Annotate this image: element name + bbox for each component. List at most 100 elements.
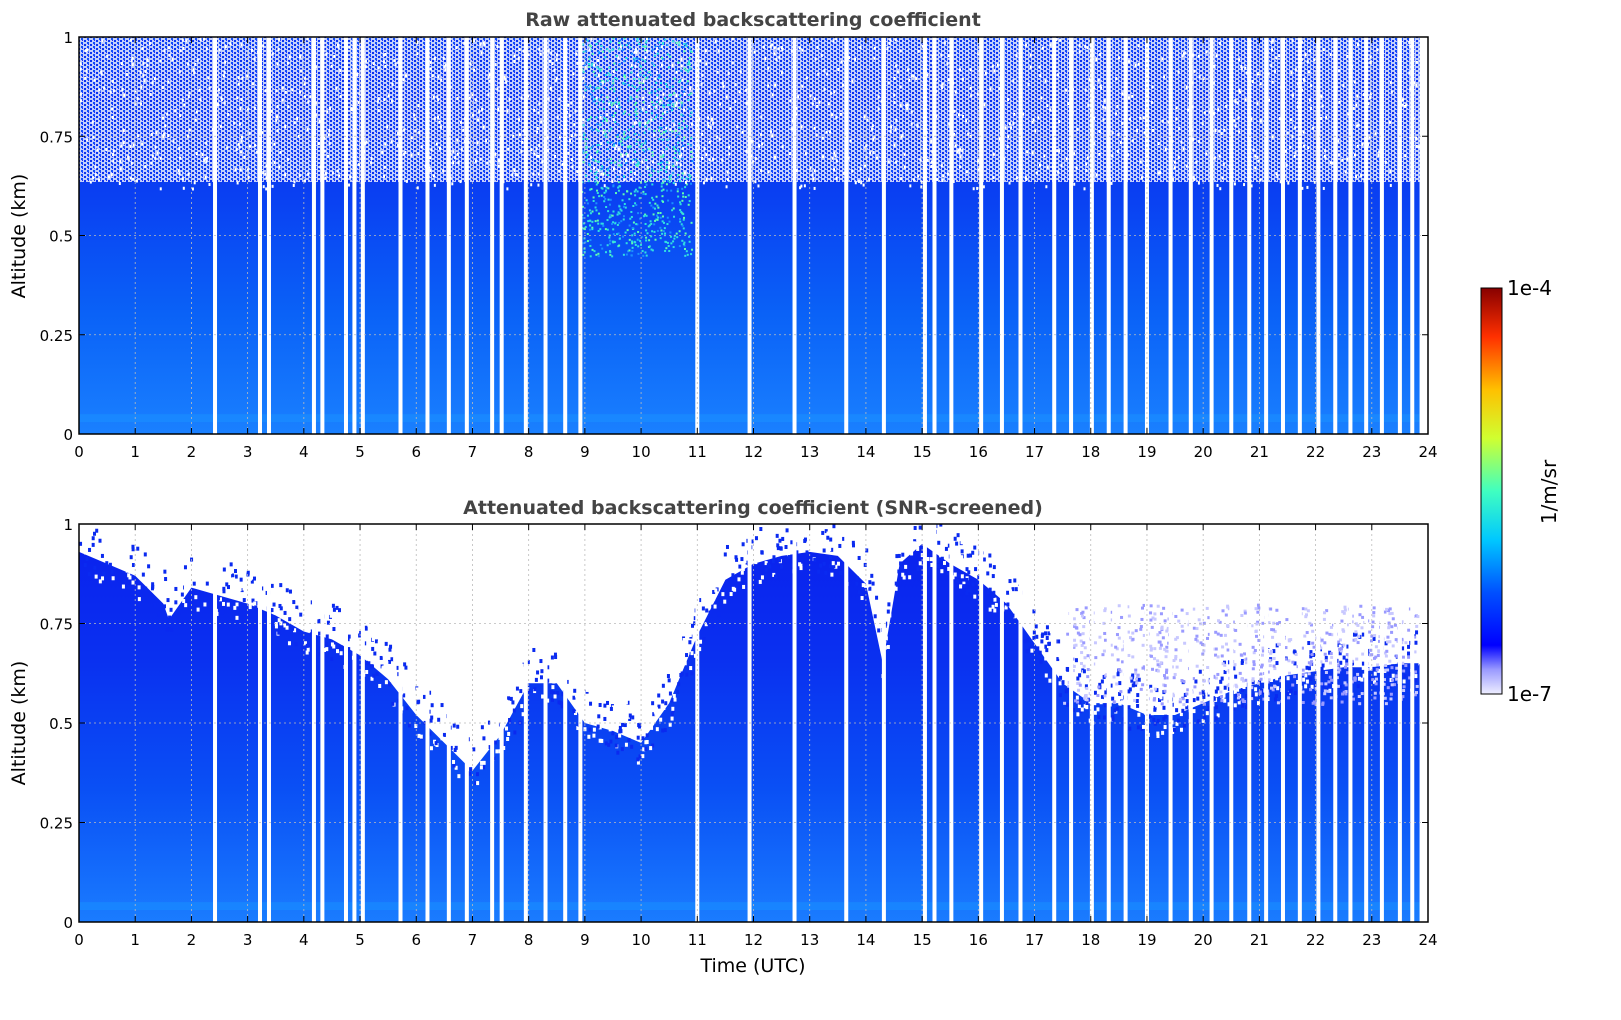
- faint-pixel: [1171, 694, 1175, 698]
- speckle: [614, 120, 617, 123]
- noise-blank: [511, 173, 514, 177]
- faint-pixel: [1344, 665, 1348, 669]
- edge-pixel: [457, 774, 461, 779]
- noise-blank: [122, 129, 125, 133]
- speckle: [656, 204, 659, 207]
- faint-pixel: [1384, 663, 1388, 667]
- speckle: [672, 119, 675, 122]
- edge-pixel: [1356, 684, 1360, 689]
- edge-pixel: [618, 733, 622, 738]
- faint-pixel: [1207, 616, 1211, 620]
- noise-blank: [721, 81, 724, 85]
- noise-blank: [781, 71, 784, 75]
- edge-pixel: [1008, 579, 1012, 584]
- speckle: [686, 63, 689, 66]
- edge-pixel: [1320, 666, 1324, 671]
- noise-blank: [1040, 96, 1043, 100]
- faint-pixel: [1156, 669, 1160, 673]
- edge-pixel: [504, 726, 508, 731]
- speckle: [669, 93, 672, 96]
- speckle: [677, 61, 680, 64]
- edge-pixel: [452, 759, 456, 764]
- noise-blank: [1250, 184, 1253, 188]
- noise-blank: [188, 91, 191, 95]
- noise-blank: [488, 73, 491, 77]
- faint-pixel: [1182, 680, 1186, 684]
- speckle: [617, 164, 620, 167]
- colorbar: 1e-4 1e-7 1/m/sr: [1480, 276, 1561, 706]
- noise-blank: [1344, 170, 1347, 174]
- speckle: [672, 207, 675, 210]
- noise-blank: [774, 155, 777, 159]
- speckle: [690, 155, 693, 158]
- faint-pixel: [1178, 700, 1182, 704]
- edge-pixel: [417, 699, 421, 704]
- edge-pixel: [98, 534, 102, 539]
- speckle: [663, 179, 666, 182]
- edge-pixel: [1328, 688, 1332, 693]
- noise-blank: [575, 52, 578, 56]
- noise-blank: [1324, 156, 1327, 160]
- noise-blank: [984, 71, 987, 75]
- edge-pixel: [287, 613, 291, 618]
- faint-pixel: [1158, 640, 1162, 644]
- speckle: [651, 183, 654, 186]
- speckle: [644, 181, 647, 184]
- speckle: [616, 175, 619, 178]
- noise-blank: [813, 186, 816, 190]
- noise-blank: [941, 178, 944, 182]
- edge-pixel: [642, 747, 646, 752]
- noise-blank: [1159, 171, 1162, 175]
- faint-pixel: [1341, 628, 1345, 632]
- speckle: [583, 134, 586, 137]
- edge-pixel: [623, 731, 627, 736]
- noise-blank: [1256, 155, 1259, 159]
- noise-blank: [957, 148, 960, 152]
- noise-blank: [608, 102, 611, 106]
- faint-pixel: [1153, 657, 1157, 661]
- noise-blank: [127, 157, 130, 161]
- data-gap: [1089, 37, 1094, 434]
- edge-pixel: [1273, 697, 1277, 702]
- noise-blank: [541, 160, 544, 164]
- noise-blank: [871, 124, 874, 128]
- edge-pixel: [965, 567, 969, 572]
- speckle: [629, 217, 632, 220]
- faint-pixel: [1360, 626, 1364, 630]
- noise-blank: [948, 122, 951, 126]
- faint-pixel: [1115, 682, 1119, 686]
- noise-blank: [1216, 183, 1219, 187]
- faint-pixel: [1163, 689, 1167, 693]
- noise-blank: [736, 125, 739, 129]
- edge-pixel: [540, 669, 544, 674]
- faint-pixel: [1401, 655, 1405, 659]
- noise-blank: [487, 93, 490, 97]
- noise-blank: [993, 69, 996, 73]
- edge-pixel: [1207, 705, 1211, 710]
- faint-pixel: [1084, 606, 1088, 610]
- noise-blank: [196, 58, 199, 62]
- noise-blank: [1178, 127, 1181, 131]
- edge-pixel: [1087, 697, 1091, 702]
- faint-pixel: [1162, 606, 1166, 610]
- edge-pixel: [589, 701, 593, 706]
- edge-pixel: [1310, 684, 1314, 689]
- edge-pixel: [1196, 719, 1200, 724]
- speckle: [604, 228, 607, 231]
- speckle: [658, 75, 661, 78]
- speckle: [598, 40, 601, 43]
- faint-pixel: [1304, 607, 1308, 611]
- noise-blank: [588, 48, 591, 52]
- faint-pixel: [1235, 685, 1239, 689]
- edge-pixel: [651, 743, 655, 748]
- faint-pixel: [1342, 643, 1346, 647]
- speckle: [607, 101, 610, 104]
- speckle: [669, 235, 672, 238]
- noise-blank: [1056, 149, 1059, 153]
- edge-pixel: [1078, 673, 1082, 678]
- faint-pixel: [1121, 648, 1125, 652]
- faint-pixel: [1161, 636, 1165, 640]
- noise-blank: [85, 69, 88, 73]
- edge-pixel: [121, 584, 125, 589]
- faint-pixel: [1082, 625, 1086, 629]
